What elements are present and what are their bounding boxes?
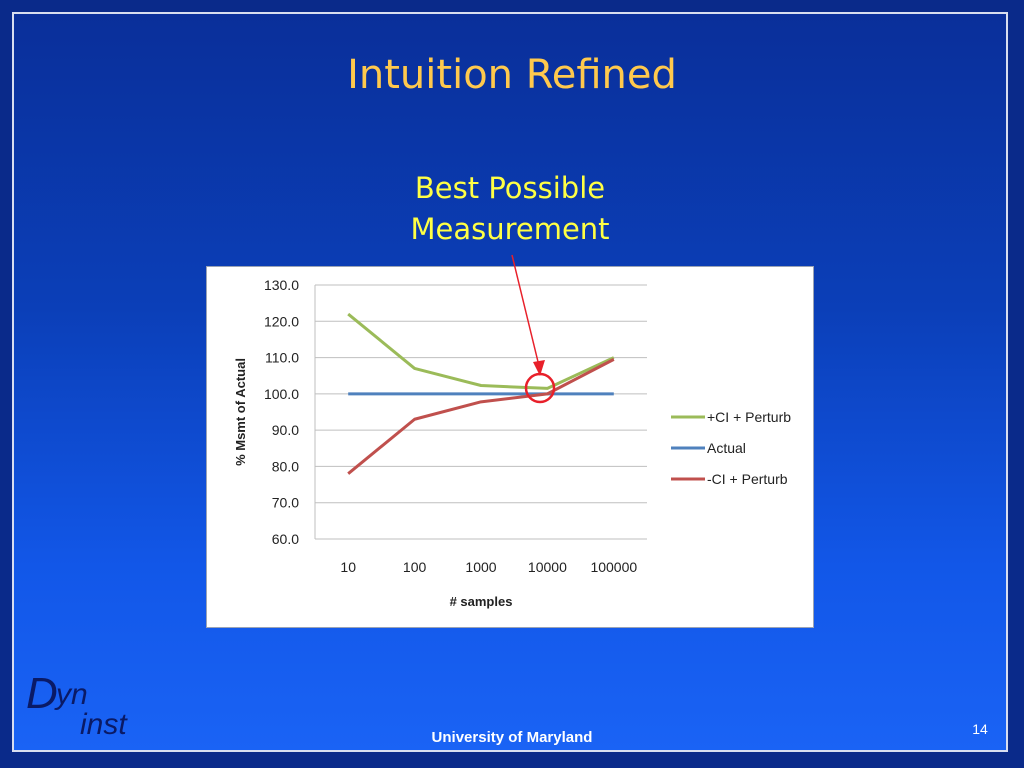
line-chart: 60.0 70.0 80.0 90.0 100.0 110.0 120.0 130.0 10 10… [233,277,791,609]
logo-letters-inst: inst [80,708,127,741]
legend-entry-2: -CI + Perturb [707,471,788,487]
x-tick-label: 100000 [590,559,637,575]
y-tick-label: 110.0 [265,350,299,366]
y-tick-label: 70.0 [272,495,299,511]
x-tick-label: 10000 [528,559,567,575]
callout-line-2: Measurement [410,212,610,246]
x-tick-label: 100 [403,559,427,575]
x-tick-label: 10 [340,559,356,575]
y-tick-label: 80.0 [272,458,299,474]
legend-entry-1: Actual [707,440,746,456]
dyninst-logo: D yn inst [26,672,156,752]
x-tick-label: 1000 [465,559,496,575]
slide-title: Intuition Refined [347,52,677,98]
y-tick-label: 60.0 [272,531,299,547]
series-line-0 [347,312,615,390]
x-axis-title: # samples [450,594,513,609]
page-number: 14 [972,721,988,737]
chart-panel: 60.0 70.0 80.0 90.0 100.0 110.0 120.0 130.0 10 10… [206,266,814,628]
footer-institution: University of Maryland [431,729,593,746]
y-tick-label: 130.0 [264,277,299,293]
y-axis-title: % Msmt of Actual [233,358,248,466]
legend-entry-0: +CI + Perturb [707,409,791,425]
callout-text: Best Possible Measurement [380,168,640,250]
y-tick-label: 120.0 [264,313,299,329]
logo-letter-d: D [26,669,58,718]
callout-line-1: Best Possible [414,171,606,205]
y-tick-label: 100.0 [264,386,299,402]
logo-letters-yn: yn [56,678,88,711]
y-tick-label: 90.0 [272,422,299,438]
